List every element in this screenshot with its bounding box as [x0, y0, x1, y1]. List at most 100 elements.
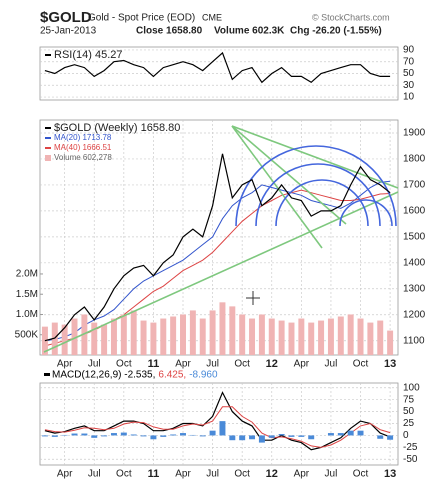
- close: Close 1658.80: [136, 26, 203, 37]
- volume-bar: [61, 324, 68, 355]
- x-tick-label: Jul: [325, 359, 338, 370]
- volume-bar: [268, 318, 275, 355]
- volume-bar: [41, 326, 48, 355]
- y-tick-label: 70: [403, 56, 415, 67]
- x-tick-label: 11: [148, 468, 160, 480]
- volume-bar: [209, 310, 216, 355]
- volume-bar: [337, 316, 344, 355]
- x-tick-label: Jul: [206, 469, 219, 480]
- volume-bar: [51, 322, 58, 355]
- legend-entry: Volume 602,278: [54, 153, 112, 162]
- x-tick-label: Apr: [57, 469, 73, 480]
- histogram-bar: [357, 430, 364, 436]
- series-line: [44, 180, 391, 342]
- panel: [39, 382, 399, 466]
- symbol: $GOLD: [40, 9, 92, 26]
- volume-bar: [249, 318, 256, 355]
- volume-bar: [140, 320, 147, 355]
- y2-tick-label: 500K: [15, 329, 39, 340]
- y-tick-label: 1500: [403, 231, 426, 242]
- y-tick-label: 75: [403, 394, 415, 405]
- volume-bar: [110, 318, 117, 355]
- volume-bar: [318, 320, 325, 355]
- histogram-bar: [180, 433, 186, 436]
- y-tick-label: 1600: [403, 206, 426, 217]
- volume-bar: [298, 318, 305, 355]
- volume-bar: [239, 314, 246, 355]
- histogram-bar: [41, 435, 48, 437]
- histogram-bar: [170, 434, 177, 436]
- x-tick-label: 13: [384, 468, 396, 480]
- y-tick-label: -25: [403, 442, 418, 453]
- volume-bar: [189, 310, 196, 355]
- y2-tick-label: 1.0M: [16, 309, 38, 320]
- legend-entry: RSI(14) 45.27: [54, 49, 122, 61]
- arc: [339, 199, 393, 227]
- legend-entry: MA(20) 1713.78: [54, 133, 112, 142]
- histogram-bar: [229, 435, 236, 441]
- legend-entry: MACD(12,26,9) -2.535,: [52, 370, 155, 381]
- volume-bar: [180, 314, 186, 355]
- y-tick-label: -50: [403, 454, 418, 465]
- histogram-bar: [101, 435, 108, 437]
- x-tick-label: 12: [266, 468, 278, 480]
- annotations: [43, 125, 399, 353]
- histogram-bar: [71, 433, 78, 436]
- x-tick-label: Jul: [88, 359, 101, 370]
- volume: Volume 602.3K: [214, 26, 285, 37]
- volume-bar: [229, 306, 236, 355]
- legend-swatch: [45, 137, 51, 139]
- volume-bar: [288, 322, 295, 355]
- y-tick-label: 1300: [403, 283, 426, 294]
- trend-line: [231, 125, 347, 225]
- x-tick-label: Apr: [175, 359, 191, 370]
- legend-swatch: [45, 155, 51, 161]
- volume-bar: [278, 320, 285, 355]
- legend-entry: -8.960: [189, 370, 218, 381]
- y-tick-label: 50: [403, 406, 415, 417]
- histogram-bar: [327, 433, 334, 436]
- x-tick-label: 12: [266, 358, 278, 370]
- histogram-bar: [130, 434, 137, 436]
- y-tick-label: 1100: [403, 335, 425, 346]
- y-tick-label: 0: [403, 430, 409, 441]
- histogram-bar: [120, 432, 127, 436]
- histogram-bar: [387, 435, 394, 440]
- x-tick-label: Jul: [325, 469, 338, 480]
- histogram-bar: [298, 435, 305, 437]
- histogram-bar: [219, 421, 226, 436]
- series-line: [44, 406, 391, 448]
- volume-bar: [71, 318, 78, 355]
- volume-bar: [170, 316, 177, 355]
- legend-swatch: [45, 54, 51, 56]
- histogram-bar: [81, 433, 88, 436]
- histogram-bar: [288, 435, 295, 437]
- y-tick-label: 10: [403, 92, 415, 103]
- series-line: [44, 153, 391, 342]
- x-tick-label: Oct: [353, 359, 369, 370]
- legend-swatch: [45, 147, 51, 149]
- legend-entry: MA(40) 1666.51: [54, 143, 112, 152]
- arc: [275, 179, 369, 227]
- x-tick-label: Oct: [116, 359, 132, 370]
- histogram-bar: [110, 433, 117, 436]
- legend-entry: $GOLD (Weekly) 1658.80: [54, 122, 180, 134]
- trend-line: [231, 125, 323, 249]
- volume-bar: [258, 314, 265, 355]
- histogram-bar: [150, 435, 157, 440]
- trend-line: [231, 125, 399, 189]
- volume-bar: [101, 324, 108, 355]
- volume-bar: [308, 322, 315, 355]
- x-tick-label: Oct: [234, 469, 250, 480]
- legend-entry: 6.425,: [158, 370, 186, 381]
- y-tick-label: 1700: [403, 180, 426, 191]
- histogram-bar: [337, 433, 344, 436]
- series-line: [44, 391, 391, 451]
- histogram-bar: [199, 435, 206, 437]
- histogram-bar: [160, 435, 167, 437]
- instrument-name: Gold - Spot Price (EOD): [88, 13, 195, 24]
- panel: [39, 119, 399, 356]
- volume-bar: [81, 314, 88, 355]
- histogram-bar: [258, 435, 265, 443]
